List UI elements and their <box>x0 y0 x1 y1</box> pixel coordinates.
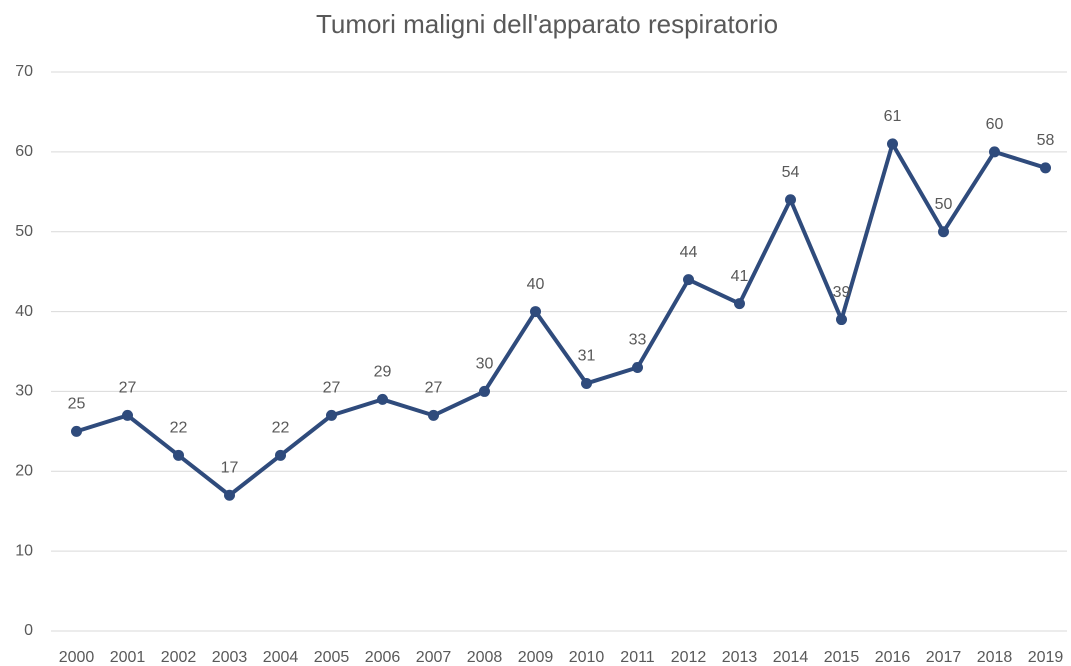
data-label: 29 <box>374 364 392 381</box>
data-label: 39 <box>833 284 851 301</box>
data-point <box>275 449 286 461</box>
data-label: 40 <box>527 276 545 293</box>
data-point <box>887 138 898 150</box>
data-label: 25 <box>68 396 86 413</box>
x-tick-label: 2002 <box>161 649 197 666</box>
x-tick-label: 2014 <box>773 649 809 666</box>
x-tick-label: 2011 <box>620 649 655 666</box>
data-label: 30 <box>476 356 494 373</box>
data-point <box>785 194 796 206</box>
data-point <box>224 489 235 501</box>
data-label: 41 <box>731 268 749 285</box>
data-point <box>122 409 133 421</box>
data-point <box>479 385 490 397</box>
data-label: 61 <box>884 108 902 125</box>
data-label: 58 <box>1037 132 1055 149</box>
y-tick-label: 70 <box>15 63 33 80</box>
data-point <box>326 409 337 421</box>
x-tick-label: 2005 <box>314 649 350 666</box>
y-tick-label: 10 <box>15 542 33 559</box>
data-label: 22 <box>170 420 188 437</box>
x-tick-label: 2010 <box>569 649 605 666</box>
x-tick-label: 2018 <box>977 649 1013 666</box>
data-point <box>173 449 184 461</box>
x-tick-label: 2004 <box>263 649 299 666</box>
x-tick-label: 2017 <box>926 649 962 666</box>
data-label: 44 <box>680 244 698 261</box>
y-tick-label: 0 <box>24 622 33 639</box>
data-point <box>581 377 592 389</box>
data-label: 60 <box>986 116 1004 133</box>
data-point <box>428 409 439 421</box>
data-label: 27 <box>323 380 341 397</box>
data-point <box>632 361 643 373</box>
x-tick-label: 2013 <box>722 649 758 666</box>
x-tick-label: 2012 <box>671 649 707 666</box>
data-point <box>734 298 745 310</box>
data-label: 50 <box>935 196 953 213</box>
data-point <box>989 146 1000 158</box>
data-label: 27 <box>119 380 137 397</box>
data-label: 22 <box>272 420 290 437</box>
x-tick-label: 2007 <box>416 649 452 666</box>
data-point <box>530 306 541 318</box>
y-tick-label: 20 <box>15 463 33 480</box>
x-tick-label: 2003 <box>212 649 248 666</box>
data-label: 33 <box>629 332 647 349</box>
line-series <box>75 141 1047 498</box>
x-tick-label: 2016 <box>875 649 911 666</box>
data-point <box>71 425 82 437</box>
x-tick-label: 2008 <box>467 649 503 666</box>
x-tick-label: 2015 <box>824 649 860 666</box>
data-label: 17 <box>221 459 239 476</box>
x-tick-label: 2000 <box>59 649 95 666</box>
x-tick-label: 2001 <box>110 649 146 666</box>
data-label: 27 <box>425 380 443 397</box>
y-tick-label: 60 <box>15 143 33 160</box>
x-tick-label: 2009 <box>518 649 554 666</box>
y-tick-label: 40 <box>15 303 33 320</box>
x-tick-label: 2006 <box>365 649 401 666</box>
chart-title: Tumori maligni dell'apparato respiratori… <box>316 9 778 39</box>
data-point <box>836 314 847 326</box>
data-label: 31 <box>578 348 596 365</box>
data-point <box>938 226 949 238</box>
y-tick-label: 50 <box>15 223 33 240</box>
data-point <box>1040 162 1051 174</box>
data-point <box>683 274 694 286</box>
x-tick-label: 2019 <box>1028 649 1064 666</box>
y-tick-label: 30 <box>15 383 33 400</box>
data-point <box>377 393 388 405</box>
data-label: 54 <box>782 164 800 181</box>
